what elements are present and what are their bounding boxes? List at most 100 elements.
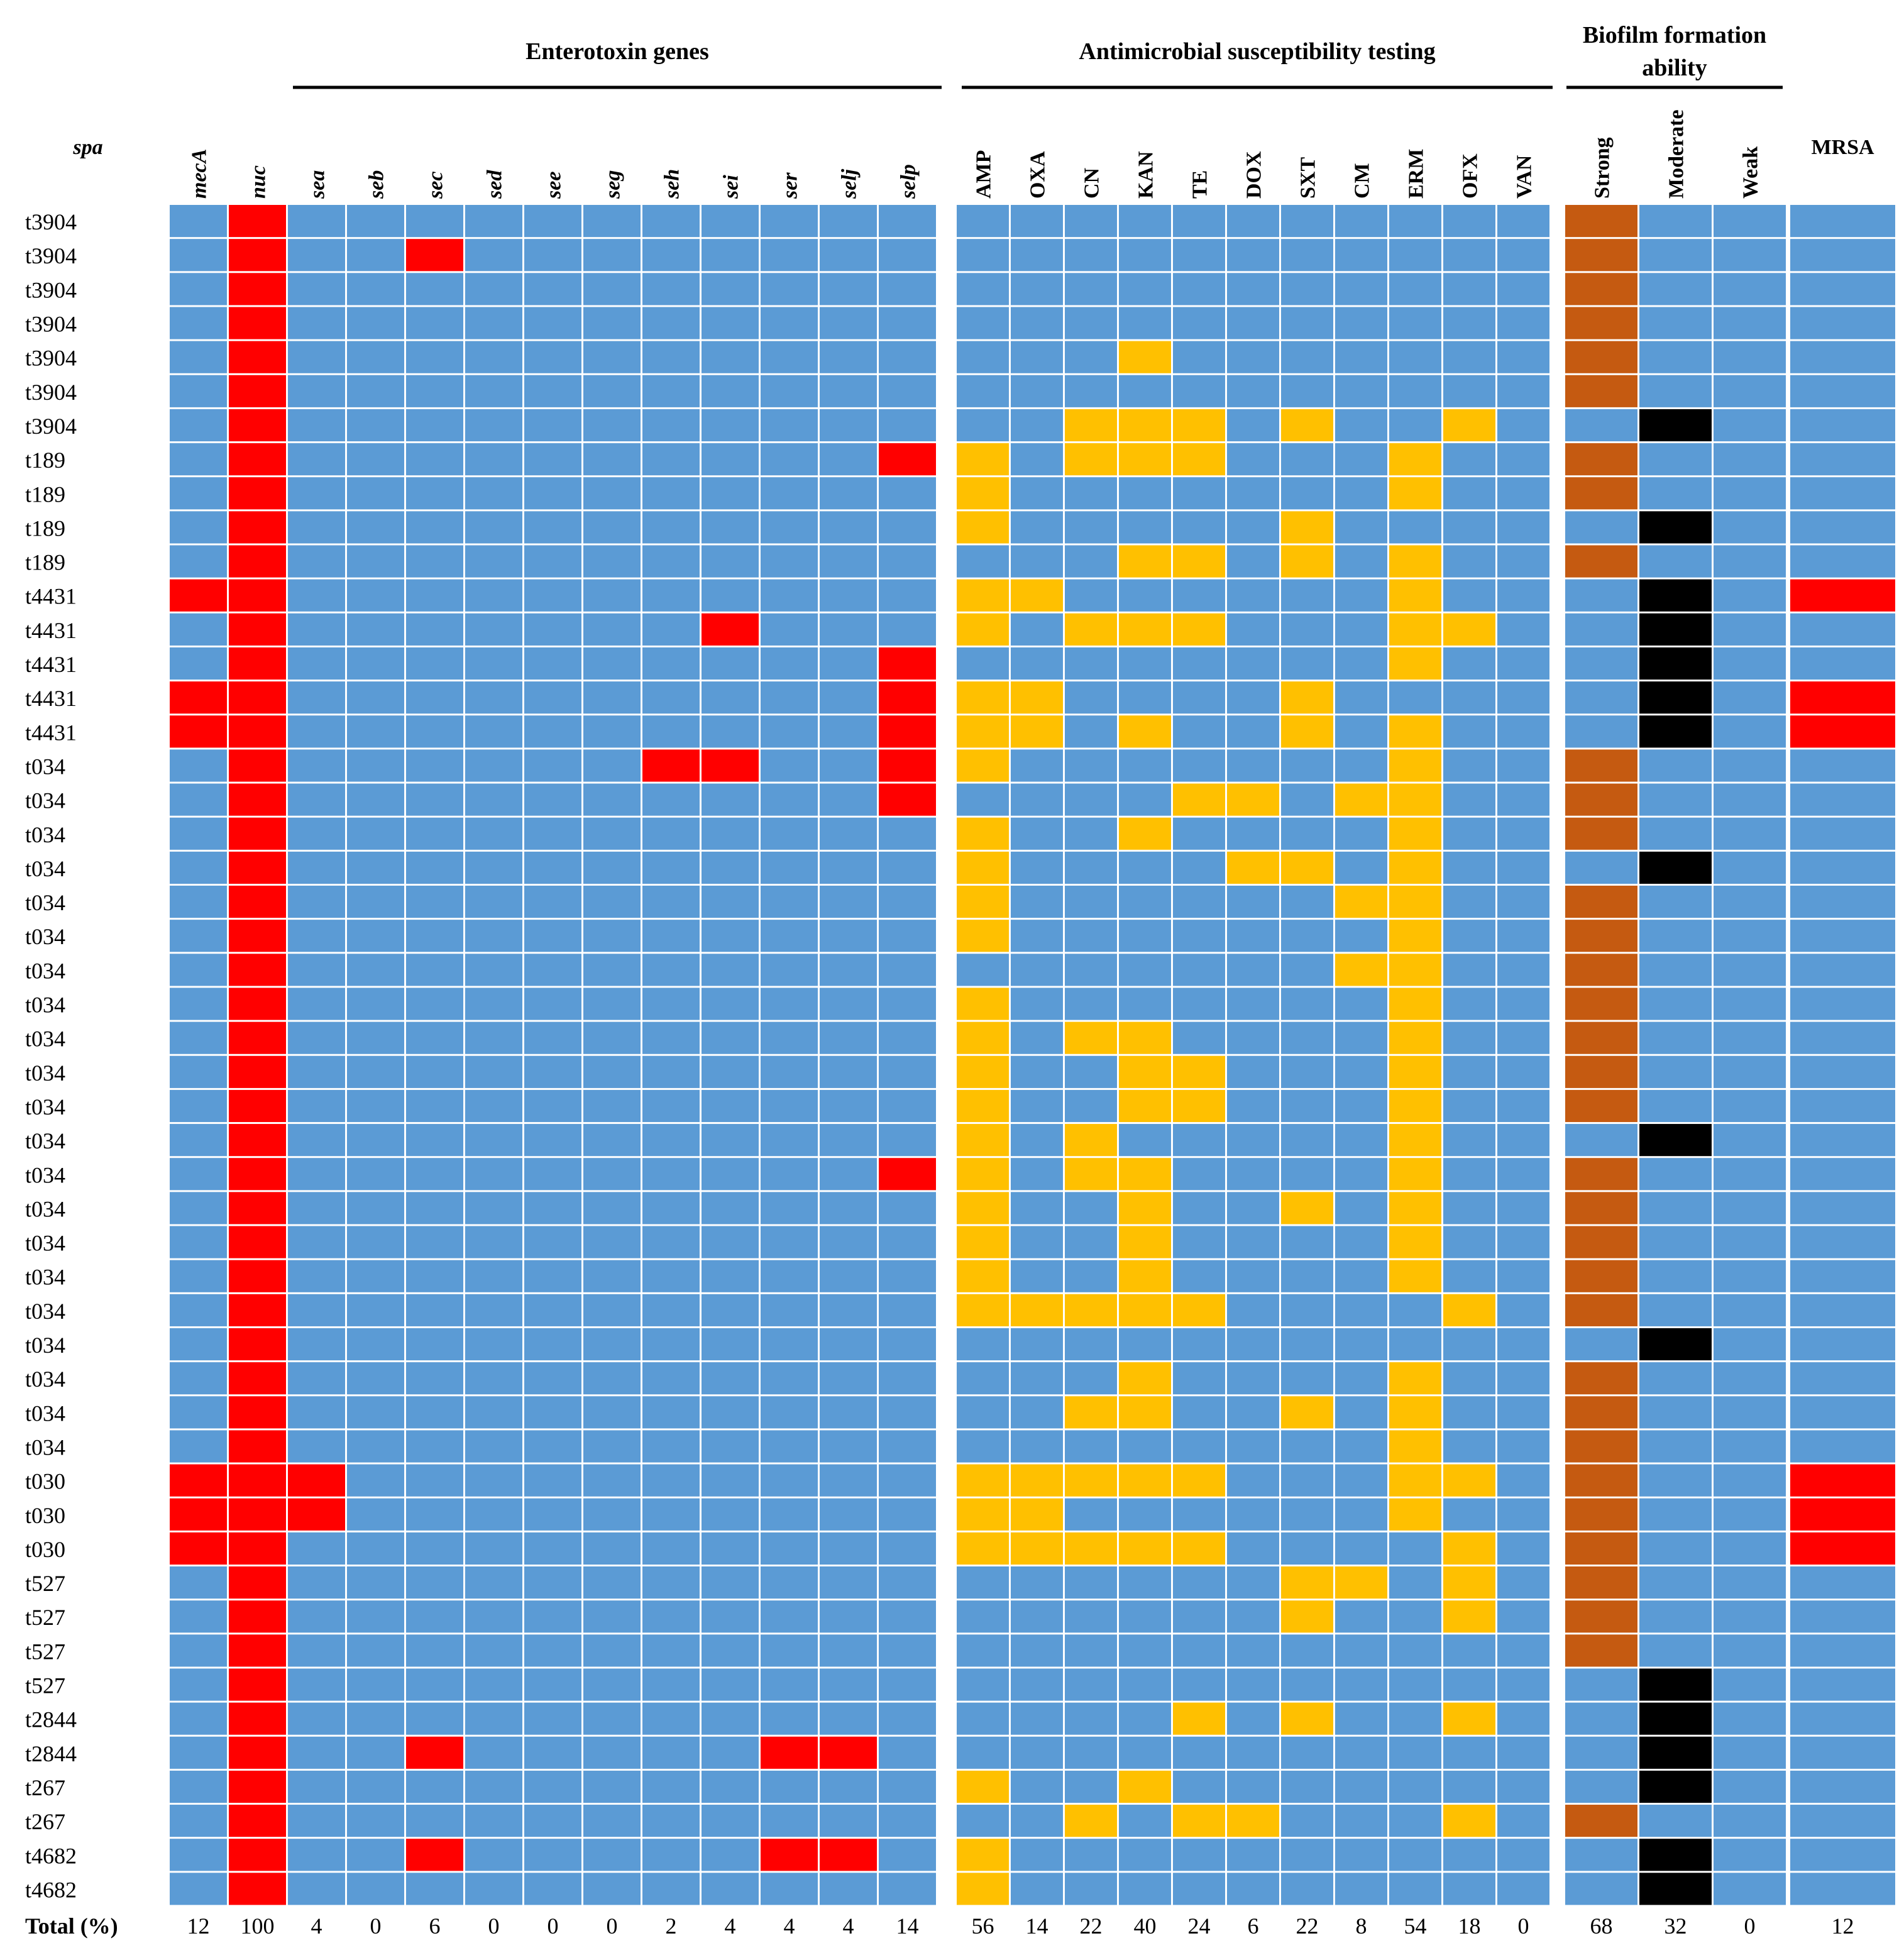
cell-r18-Moderate: [1639, 817, 1712, 850]
cell-r22-KAN: [1119, 954, 1171, 986]
col-label-AMP: AMP: [972, 150, 996, 199]
cell-r35-DOX: [1227, 1396, 1279, 1429]
cell-r22-selj: [820, 954, 877, 986]
col-label-KAN: KAN: [1135, 151, 1158, 199]
cell-r37-ERM: [1389, 1464, 1441, 1497]
cell-r48-selj: [820, 1839, 877, 1871]
cell-r3-sei: [702, 307, 759, 339]
cell-r38-Moderate: [1639, 1498, 1712, 1531]
cell-r18-ERM: [1389, 817, 1441, 850]
cell-r2-DOX: [1227, 273, 1279, 305]
cell-r34-sec: [406, 1362, 463, 1395]
cell-r27-OXA: [1011, 1124, 1063, 1157]
cell-r18-VAN: [1497, 817, 1549, 850]
cell-r39-CM: [1335, 1532, 1387, 1565]
cell-r22-AMP: [957, 954, 1009, 986]
cell-r18-TE: [1173, 817, 1225, 850]
cell-r9-selp: [879, 511, 936, 544]
cell-r24-mecA: [170, 1021, 227, 1054]
cell-r24-CM: [1335, 1021, 1387, 1054]
cell-r16-ser: [761, 749, 818, 782]
cell-r4-mecA: [170, 341, 227, 373]
cell-r46-ERM: [1389, 1770, 1441, 1803]
cell-r28-seb: [347, 1158, 404, 1191]
cell-r19-mecA: [170, 851, 227, 884]
cell-r42-selj: [820, 1634, 877, 1667]
cell-r17-Weak: [1714, 783, 1786, 816]
cell-r38-sei: [702, 1498, 759, 1531]
cell-r21-KAN: [1119, 920, 1171, 952]
cell-r24-Strong: [1565, 1021, 1637, 1054]
row-label: t034: [25, 856, 65, 881]
cell-r34-sea: [288, 1362, 345, 1395]
row-label: t034: [25, 924, 65, 949]
cell-r10-KAN: [1119, 545, 1171, 578]
cell-r14-sec: [406, 681, 463, 714]
cell-r48-see: [524, 1839, 581, 1871]
cell-r41-see: [524, 1600, 581, 1633]
cell-r38-ERM: [1389, 1498, 1441, 1531]
col-label-mecA: mecA: [188, 149, 211, 199]
cell-r30-AMP: [957, 1226, 1009, 1258]
cell-r12-Strong: [1565, 613, 1637, 646]
cell-r48-selp: [879, 1839, 936, 1871]
cell-r34-see: [524, 1362, 581, 1395]
cell-r31-CM: [1335, 1260, 1387, 1292]
cell-r49-KAN: [1119, 1873, 1171, 1905]
cell-r18-AMP: [957, 817, 1009, 850]
cell-r16-sec: [406, 749, 463, 782]
cell-r24-AMP: [957, 1021, 1009, 1054]
cell-r17-OXA: [1011, 783, 1063, 816]
total-see: 0: [548, 1913, 559, 1939]
cell-r30-sed: [465, 1226, 522, 1258]
cell-r20-ERM: [1389, 886, 1441, 918]
cell-r33-KAN: [1119, 1328, 1171, 1361]
cell-r17-nuc: [229, 783, 286, 816]
cell-r33-CM: [1335, 1328, 1387, 1361]
cell-r41-OFX: [1443, 1600, 1495, 1633]
cell-r0-ERM: [1389, 205, 1441, 238]
cell-r8-SXT: [1281, 477, 1333, 510]
cell-r37-KAN: [1119, 1464, 1171, 1497]
cell-r45-Weak: [1714, 1736, 1786, 1769]
cell-r38-AMP: [957, 1498, 1009, 1531]
cell-r11-KAN: [1119, 579, 1171, 612]
cell-r2-KAN: [1119, 273, 1171, 305]
row-label: t527: [25, 1571, 65, 1596]
cell-r46-selj: [820, 1770, 877, 1803]
cell-r4-seh: [642, 341, 700, 373]
cell-r19-OFX: [1443, 851, 1495, 884]
cell-r39-selp: [879, 1532, 936, 1565]
cell-r17-CN: [1065, 783, 1117, 816]
cell-r45-OFX: [1443, 1736, 1495, 1769]
cell-r45-seb: [347, 1736, 404, 1769]
cell-r4-ser: [761, 341, 818, 373]
cell-r21-seb: [347, 920, 404, 952]
cell-r41-Weak: [1714, 1600, 1786, 1633]
row-label: t3904: [25, 380, 77, 405]
cell-r1-ser: [761, 239, 818, 272]
cell-r43-selj: [820, 1668, 877, 1701]
cell-r32-VAN: [1497, 1294, 1549, 1326]
cell-r31-seb: [347, 1260, 404, 1292]
cell-r34-sei: [702, 1362, 759, 1395]
cell-r48-OXA: [1011, 1839, 1063, 1871]
cell-r7-AMP: [957, 443, 1009, 476]
cell-r19-Strong: [1565, 851, 1637, 884]
cell-r41-KAN: [1119, 1600, 1171, 1633]
cell-r31-sec: [406, 1260, 463, 1292]
cell-r44-TE: [1173, 1702, 1225, 1735]
row-label: t189: [25, 515, 65, 541]
cell-r30-CM: [1335, 1226, 1387, 1258]
cell-r26-see: [524, 1089, 581, 1123]
cell-r6-sea: [288, 409, 345, 442]
cell-r15-mecA: [170, 715, 227, 748]
cell-r46-SXT: [1281, 1770, 1333, 1803]
cell-r13-AMP: [957, 647, 1009, 680]
cell-r14-seb: [347, 681, 404, 714]
col-label-DOX: DOX: [1243, 151, 1266, 199]
cell-r40-sei: [702, 1566, 759, 1599]
cell-r44-sea: [288, 1702, 345, 1735]
cell-r20-Strong: [1565, 886, 1637, 918]
col-label-seb: seb: [365, 170, 388, 199]
